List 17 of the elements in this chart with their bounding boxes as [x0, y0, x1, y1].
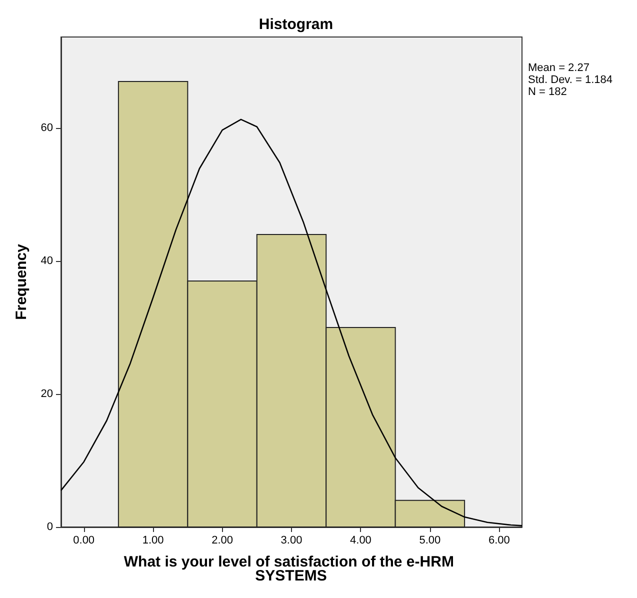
y-tick-label: 20: [40, 388, 53, 400]
x-tick-label: 2.00: [212, 534, 233, 546]
x-tick-label: 5.00: [419, 534, 441, 546]
y-tick-label: 0: [46, 521, 53, 533]
x-tick-label: 6.00: [488, 534, 510, 546]
y-tick-label: 60: [40, 122, 53, 134]
x-tick-label: 1.00: [142, 534, 164, 546]
text: N = 182: [528, 86, 567, 98]
x-tick-label: 0.00: [73, 534, 95, 546]
text: Mean = 2.27: [528, 62, 590, 74]
text: Std. Dev. = 1.184: [528, 74, 612, 86]
x-tick-label: 4.00: [350, 534, 372, 546]
chart-title: Histogram: [258, 16, 334, 33]
y-axis-title: Frequency: [13, 243, 30, 320]
y-tick-label: 40: [40, 255, 53, 268]
x-tick-label: 3.00: [280, 534, 302, 546]
x-axis-title: What is your level of satisfaction of the e-HRM SYSTEMS: [124, 554, 458, 584]
